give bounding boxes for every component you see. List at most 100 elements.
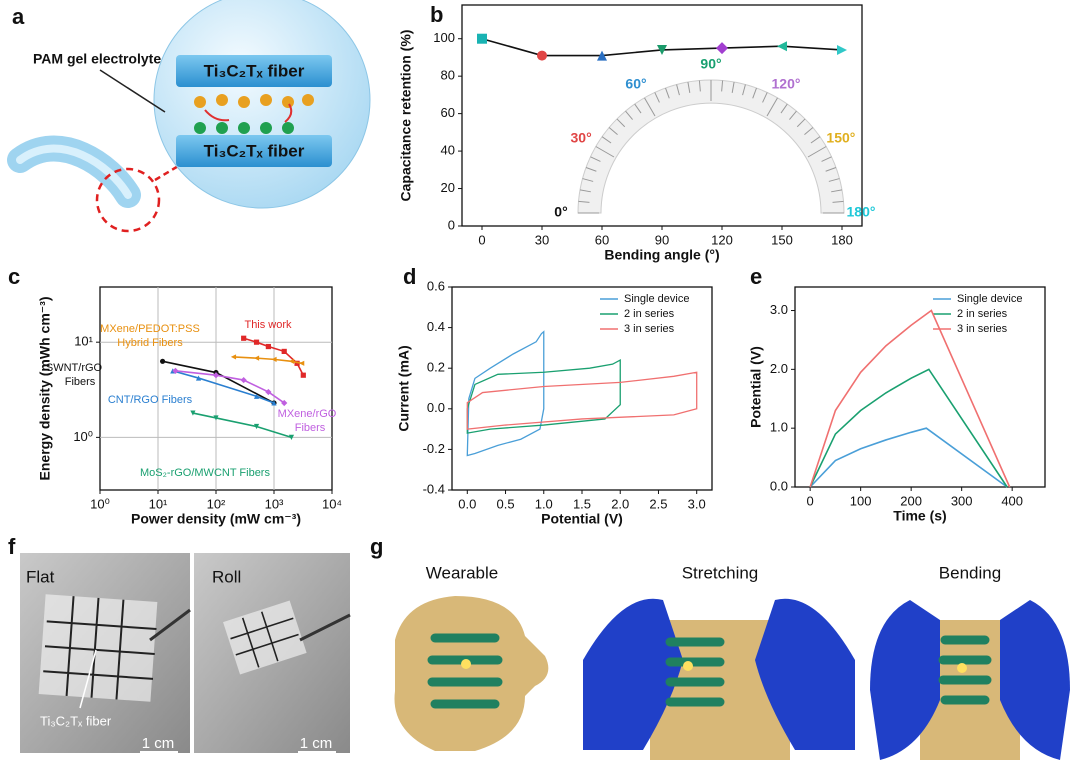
marker [281, 399, 288, 407]
annotation: MXene/rGO [278, 408, 337, 420]
y-tick-label: 10⁰ [73, 429, 93, 444]
annotation: 30° [571, 130, 592, 146]
marker [172, 367, 179, 374]
protractor-tick [810, 136, 821, 144]
protractor-tick [752, 87, 757, 99]
tweezers [299, 613, 351, 642]
pointer [79, 649, 97, 709]
protractor-tick [601, 136, 612, 144]
marker [265, 343, 271, 350]
y-tick-label: 0.0 [427, 400, 445, 415]
protractor-tick [796, 118, 806, 128]
hand-glove [870, 600, 940, 760]
annotation: Fibers [295, 422, 326, 434]
protractor-tick [590, 156, 601, 162]
panel-letter: c [8, 264, 20, 289]
x-tick-label: 0.5 [496, 496, 514, 511]
ions [194, 122, 294, 134]
legend-label: 3 in series [624, 323, 675, 335]
y-tick-label: 40 [441, 143, 455, 158]
marker [265, 388, 272, 396]
protractor-tick [807, 146, 827, 158]
x-tick-label: 10⁰ [90, 496, 110, 511]
annotation: 90° [700, 56, 721, 72]
marker [288, 358, 295, 364]
x-tick-label: 10³ [265, 496, 284, 511]
legend-label: 3 in series [957, 323, 1008, 335]
y-tick-label: 0 [448, 217, 455, 232]
photo-title: Stretching [682, 563, 759, 582]
panel-f: f Flat Roll Ti₃C₂Tₓ fiber 1 cm 1 cm [8, 534, 351, 753]
annotation: 150° [826, 130, 855, 146]
x-tick-label: 2.0 [611, 496, 629, 511]
series-line [466, 371, 698, 430]
marker [477, 33, 487, 44]
marker [253, 339, 260, 345]
y-tick-label: 3.0 [770, 302, 788, 317]
y-tick-label: -0.4 [423, 481, 445, 496]
protractor-tick [825, 167, 837, 172]
fibers [43, 596, 157, 700]
x-tick-label: 0 [478, 232, 485, 247]
y-axis-label: Current (mA) [396, 345, 412, 431]
marker [159, 358, 166, 364]
y-tick-label: 0.0 [770, 478, 788, 493]
y-tick-label: 0.6 [427, 278, 445, 293]
marker [195, 375, 202, 381]
series-line [809, 309, 1011, 488]
y-tick-label: 20 [441, 180, 455, 195]
fiber-label: Ti₃C₂Tₓ fiber [204, 61, 305, 80]
panel-letter: f [8, 534, 16, 559]
marker [300, 372, 306, 378]
protractor-tick [625, 110, 633, 120]
x-tick-label: 1.5 [573, 496, 591, 511]
x-tick-label: 100 [850, 493, 872, 508]
panel-letter: b [430, 2, 443, 27]
electrolyte-label: PAM gel electrolyte [33, 51, 161, 67]
marker [190, 410, 196, 416]
ions [194, 94, 314, 108]
x-tick-label: 400 [1001, 493, 1023, 508]
marker [657, 44, 667, 55]
pointer [99, 69, 166, 113]
x-axis-label: Time (s) [893, 508, 946, 524]
series-line [243, 337, 305, 376]
photo-label: Flat [26, 567, 55, 586]
hand-glove [1000, 600, 1070, 760]
marker [288, 434, 295, 440]
marker [253, 423, 260, 430]
marker [213, 415, 219, 421]
scale-label: 1 cm [142, 735, 175, 752]
y-axis-label: Capacitance retention (%) [398, 30, 414, 202]
protractor-tick [579, 189, 591, 193]
annotation: Hybrid Fibers [117, 337, 183, 349]
protractor-tick [721, 80, 724, 92]
protractor-tick [616, 118, 626, 128]
led [461, 659, 967, 673]
hand-glove [583, 598, 683, 750]
zoom-line [154, 163, 181, 182]
fiber-label: Ti₃C₂Tₓ fiber [204, 141, 305, 160]
x-tick-label: 10² [207, 496, 226, 511]
photo-title: Wearable [426, 563, 498, 582]
plot-frame [794, 286, 1046, 488]
legend-label: 2 in series [957, 308, 1008, 320]
panel-letter: e [750, 264, 762, 289]
marker [271, 400, 277, 406]
series-line [466, 358, 621, 434]
marker [271, 356, 277, 362]
annotation: 0° [554, 204, 567, 220]
annotation: This work [244, 319, 292, 331]
fibers [230, 611, 299, 668]
x-tick-label: 150 [771, 232, 793, 247]
tweezers [149, 608, 191, 642]
protractor-tick [731, 81, 735, 93]
marker [537, 50, 547, 61]
y-axis-label: Potential (V) [748, 346, 764, 428]
marker [281, 348, 287, 355]
annotation: CNT/RGO Fibers [108, 394, 193, 406]
y-tick-label: 0.4 [427, 319, 445, 334]
marker [597, 50, 607, 61]
panel-a: a Ti₃C₂Tₓ fiber Ti₃C₂Tₓ fiber PAM gel el… [7, 0, 371, 233]
marker [230, 354, 237, 360]
